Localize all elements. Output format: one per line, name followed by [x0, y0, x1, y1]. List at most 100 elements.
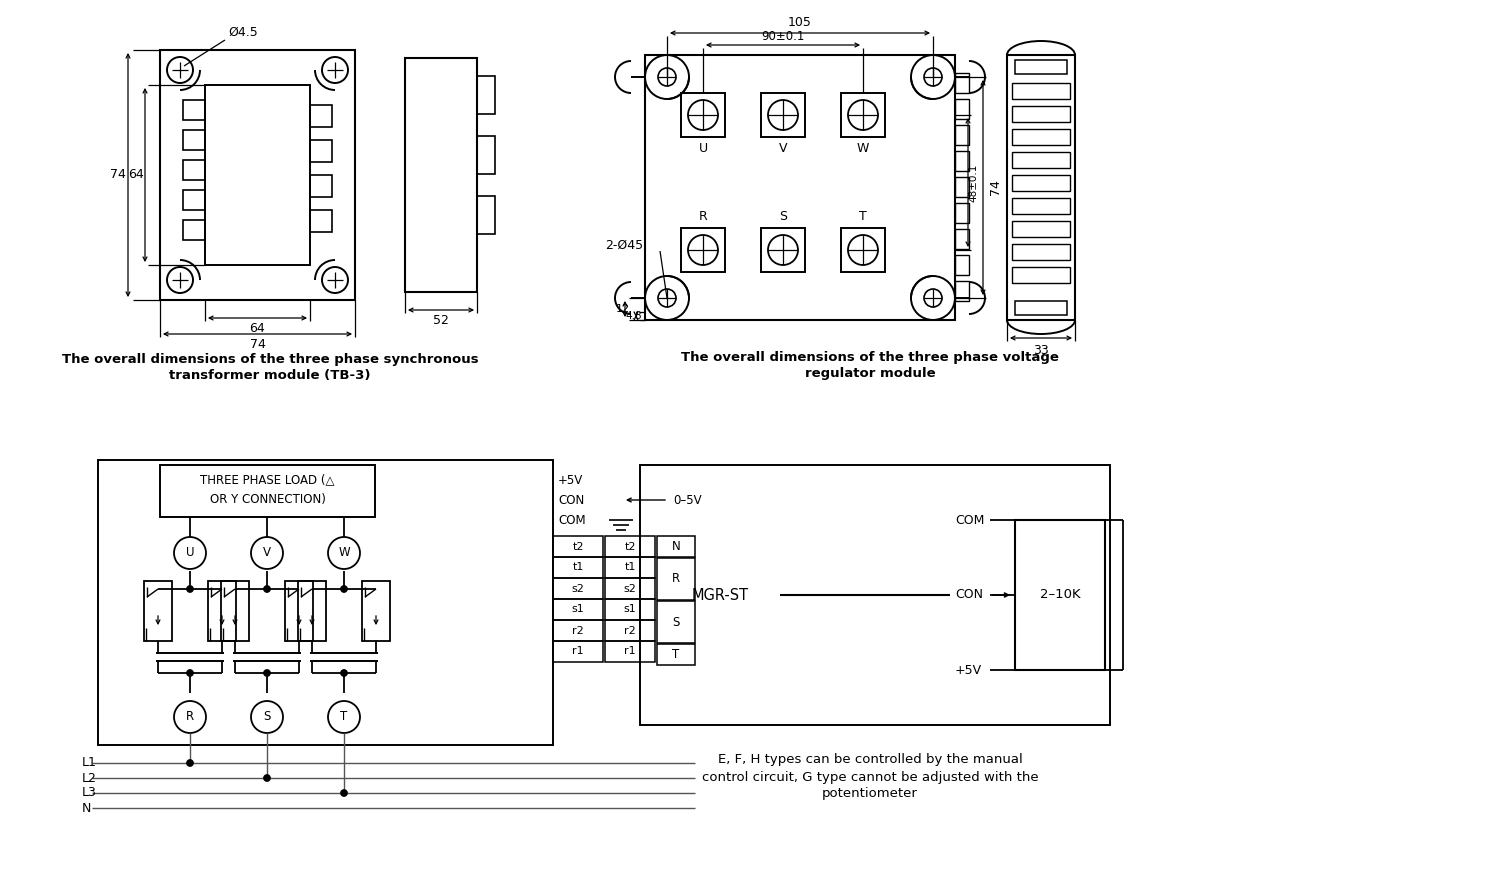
Text: S: S — [263, 711, 270, 723]
Bar — [310, 105, 333, 127]
Bar — [604, 620, 655, 641]
Bar — [207, 581, 236, 641]
Bar — [656, 558, 695, 600]
Bar — [955, 125, 968, 145]
Bar — [221, 581, 249, 641]
Bar — [955, 177, 968, 197]
Circle shape — [340, 585, 348, 592]
Text: N: N — [82, 802, 91, 814]
Text: L2: L2 — [82, 772, 97, 784]
Bar — [640, 465, 1110, 725]
Text: E, F, H types can be controlled by the manual: E, F, H types can be controlled by the m… — [718, 753, 1022, 766]
Bar — [477, 136, 495, 174]
Bar — [145, 581, 172, 641]
Bar — [955, 73, 968, 93]
Bar — [477, 196, 495, 234]
Text: THREE PHASE LOAD (△: THREE PHASE LOAD (△ — [200, 474, 334, 486]
Bar — [645, 55, 955, 320]
Text: 105: 105 — [788, 17, 812, 29]
Bar — [680, 228, 725, 272]
Bar — [761, 228, 806, 272]
Bar — [656, 601, 695, 643]
Text: CON: CON — [558, 493, 585, 507]
Bar — [204, 85, 310, 265]
Text: 48±0.1: 48±0.1 — [968, 164, 977, 202]
Text: 33: 33 — [1032, 344, 1049, 356]
Bar — [604, 557, 655, 578]
Text: s2: s2 — [624, 583, 637, 593]
Bar — [1012, 152, 1070, 168]
Bar — [1012, 221, 1070, 237]
Text: 74: 74 — [989, 179, 1001, 195]
Text: T: T — [859, 210, 867, 223]
Circle shape — [264, 774, 270, 781]
Text: R: R — [698, 210, 707, 223]
Circle shape — [264, 585, 270, 592]
Text: S: S — [779, 210, 786, 223]
Bar — [160, 50, 355, 300]
Text: 74: 74 — [249, 339, 266, 352]
Text: S: S — [673, 615, 680, 629]
Bar — [955, 281, 968, 301]
Bar — [1012, 267, 1070, 283]
Text: MGR-ST: MGR-ST — [691, 588, 749, 603]
Bar — [1012, 106, 1070, 122]
Bar — [554, 557, 603, 578]
Text: t1: t1 — [624, 562, 636, 573]
Bar — [310, 140, 333, 162]
Text: 4.8: 4.8 — [625, 311, 643, 321]
Bar — [160, 465, 374, 517]
Bar — [404, 58, 477, 292]
Text: 2–10K: 2–10K — [1040, 589, 1080, 601]
Text: The overall dimensions of the three phase voltage: The overall dimensions of the three phas… — [680, 352, 1059, 364]
Text: V: V — [779, 142, 788, 156]
Bar — [1007, 55, 1076, 320]
Bar — [98, 460, 554, 745]
Text: 52: 52 — [433, 315, 449, 327]
Text: t1: t1 — [573, 562, 583, 573]
Bar — [1012, 129, 1070, 145]
Text: L1: L1 — [82, 757, 97, 769]
Text: t2: t2 — [573, 542, 583, 552]
Text: The overall dimensions of the three phase synchronous: The overall dimensions of the three phas… — [61, 354, 479, 367]
Bar — [955, 203, 968, 223]
Bar — [554, 641, 603, 662]
Bar — [310, 210, 333, 232]
Text: potentiometer: potentiometer — [822, 788, 918, 801]
Text: T: T — [340, 711, 348, 723]
Bar — [363, 581, 389, 641]
Bar — [656, 536, 695, 557]
Text: L3: L3 — [82, 787, 97, 799]
Text: 12: 12 — [616, 304, 630, 314]
Text: 2-Ø45: 2-Ø45 — [604, 239, 643, 252]
Circle shape — [340, 789, 348, 796]
Text: CON: CON — [955, 589, 983, 601]
Bar — [680, 93, 725, 137]
Text: Ø4.5: Ø4.5 — [228, 26, 258, 39]
Bar — [1015, 520, 1106, 670]
Text: R: R — [186, 711, 194, 723]
Circle shape — [186, 759, 194, 766]
Bar — [1012, 244, 1070, 260]
Circle shape — [340, 669, 348, 676]
Text: V: V — [263, 546, 272, 560]
Text: r2: r2 — [571, 626, 583, 636]
Text: control circuit, G type cannot be adjusted with the: control circuit, G type cannot be adjust… — [701, 771, 1038, 783]
Bar — [1012, 198, 1070, 214]
Text: COM: COM — [558, 514, 586, 527]
Bar — [1015, 301, 1067, 315]
Text: OR Y CONNECTION): OR Y CONNECTION) — [209, 492, 325, 506]
Bar — [554, 599, 603, 620]
Circle shape — [186, 669, 194, 676]
Text: transformer module (TB-3): transformer module (TB-3) — [169, 370, 370, 383]
Text: N: N — [671, 540, 680, 553]
Bar — [285, 581, 313, 641]
Text: 0–5V: 0–5V — [673, 493, 701, 507]
Bar — [604, 599, 655, 620]
Bar — [604, 641, 655, 662]
Bar — [554, 578, 603, 599]
Text: r2: r2 — [624, 626, 636, 636]
Bar — [1012, 83, 1070, 99]
Bar — [184, 100, 204, 120]
Text: T: T — [673, 648, 680, 661]
